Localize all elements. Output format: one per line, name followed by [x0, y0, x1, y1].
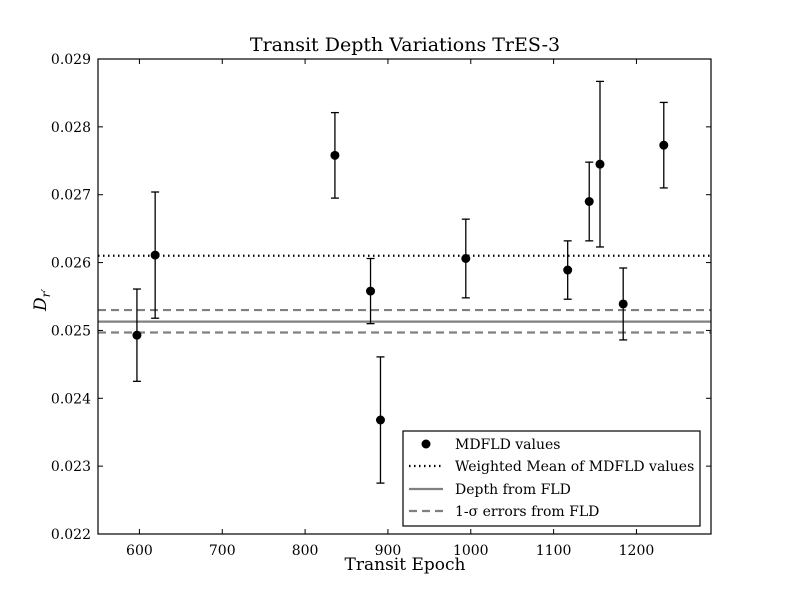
y-tick-label: 0.023: [51, 459, 91, 475]
x-tick-label: 1100: [536, 543, 572, 559]
data-marker: [461, 254, 471, 263]
data-point-8: [595, 80, 605, 248]
legend-entry-mdfld: MDFLD values: [421, 437, 560, 453]
data-point-9: [618, 267, 628, 341]
data-marker: [375, 415, 385, 425]
y-tick-label: 0.028: [51, 120, 91, 136]
data-point-7: [584, 161, 594, 242]
y-axis-label-sub: r′: [39, 289, 53, 298]
x-tick-label: 900: [375, 543, 402, 559]
legend-box: [402, 430, 701, 527]
data-point-2: [330, 111, 340, 199]
data-point-10: [659, 101, 669, 189]
legend-label-weighted-mean: Weighted Mean of MDFLD values: [455, 459, 694, 475]
data-marker: [659, 140, 669, 150]
data-point-6: [563, 240, 573, 300]
y-tick-label: 0.027: [51, 188, 91, 204]
legend-label-fld-depth: Depth from FLD: [455, 482, 571, 498]
chart-title: Transit Depth Variations TrES-3: [250, 34, 560, 56]
y-tick-label: 0.029: [51, 52, 91, 68]
data-marker: [150, 250, 160, 260]
data-point-4: [375, 356, 385, 484]
axis-ticks: 600 700 800 900 1000 1100 1200 0.022 0.023 0.024 0…: [51, 52, 711, 559]
y-axis-label: Dr′: [31, 289, 53, 312]
data-point-3: [366, 257, 376, 325]
y-tick-label: 0.026: [51, 256, 91, 272]
y-tick-label: 0.025: [51, 323, 91, 339]
legend-marker-icon: [421, 439, 431, 449]
data-marker: [595, 159, 605, 169]
data-marker: [618, 299, 628, 309]
legend-entry-fld-errors: 1-σ errors from FLD: [409, 504, 599, 520]
data-marker: [563, 265, 573, 275]
plot-frame: [97, 58, 712, 535]
x-tick-label: 800: [292, 543, 319, 559]
y-tick-label: 0.024: [51, 391, 91, 407]
legend-label-fld-errors: 1-σ errors from FLD: [455, 504, 599, 520]
x-tick-label: 1000: [453, 543, 489, 559]
x-tick-label: 700: [209, 543, 236, 559]
data-point-1: [150, 191, 160, 319]
data-points: [132, 80, 669, 484]
svg-text:Dr′: Dr′: [31, 289, 53, 312]
legend-entry-weighted-mean: Weighted Mean of MDFLD values: [409, 459, 694, 475]
x-tick-label: 600: [126, 543, 153, 559]
data-marker: [132, 330, 142, 340]
x-tick-label: 1200: [619, 543, 655, 559]
reference-lines: [98, 254, 711, 334]
legend-label-mdfld: MDFLD values: [455, 437, 560, 453]
x-axis-label: Transit Epoch: [345, 555, 466, 575]
data-marker: [584, 197, 594, 206]
legend-entry-fld-depth: Depth from FLD: [409, 482, 571, 498]
y-axis-label-main: D: [31, 297, 51, 312]
legend: MDFLD values Weighted Mean of MDFLD valu…: [402, 430, 701, 527]
data-marker: [366, 286, 376, 296]
data-point-5: [461, 218, 471, 299]
data-marker: [330, 150, 340, 160]
data-point-0: [132, 288, 142, 382]
y-tick-label: 0.022: [51, 527, 91, 543]
